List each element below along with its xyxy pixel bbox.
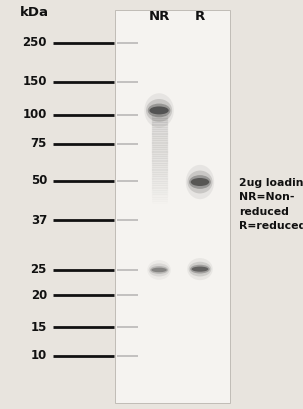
Ellipse shape bbox=[186, 165, 214, 199]
Ellipse shape bbox=[152, 267, 167, 272]
Text: NR: NR bbox=[148, 10, 170, 23]
Text: 50: 50 bbox=[31, 174, 47, 187]
FancyBboxPatch shape bbox=[115, 10, 230, 403]
Text: kDa: kDa bbox=[20, 6, 49, 19]
Ellipse shape bbox=[189, 175, 211, 189]
Text: 250: 250 bbox=[22, 36, 47, 49]
Ellipse shape bbox=[149, 263, 170, 276]
Text: 75: 75 bbox=[31, 137, 47, 151]
Text: R: R bbox=[195, 10, 205, 23]
Ellipse shape bbox=[190, 265, 210, 274]
Ellipse shape bbox=[187, 258, 213, 280]
Ellipse shape bbox=[191, 178, 209, 186]
Text: 2ug loading
NR=Non-
reduced
R=reduced: 2ug loading NR=Non- reduced R=reduced bbox=[239, 178, 303, 231]
Ellipse shape bbox=[150, 266, 168, 274]
Text: 25: 25 bbox=[31, 263, 47, 276]
Text: 100: 100 bbox=[23, 108, 47, 121]
Text: 150: 150 bbox=[22, 75, 47, 88]
Ellipse shape bbox=[189, 262, 211, 276]
Ellipse shape bbox=[148, 103, 171, 117]
Text: 20: 20 bbox=[31, 289, 47, 302]
Text: 37: 37 bbox=[31, 213, 47, 227]
Ellipse shape bbox=[146, 99, 172, 122]
Ellipse shape bbox=[149, 106, 169, 115]
Ellipse shape bbox=[191, 267, 208, 272]
Ellipse shape bbox=[188, 171, 212, 193]
Ellipse shape bbox=[144, 93, 174, 128]
Text: 10: 10 bbox=[31, 349, 47, 362]
Text: 15: 15 bbox=[31, 321, 47, 334]
